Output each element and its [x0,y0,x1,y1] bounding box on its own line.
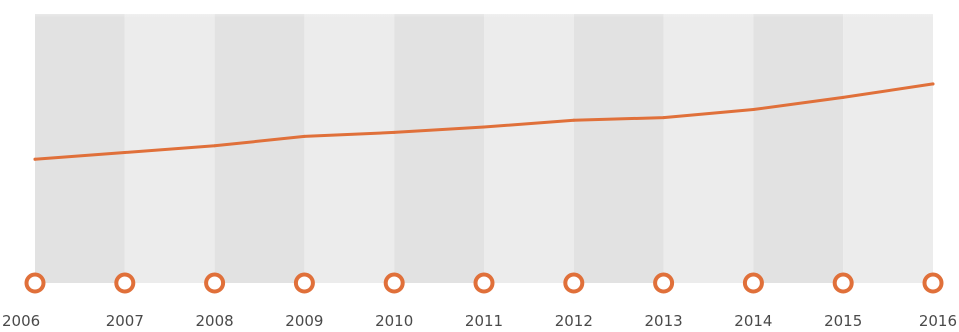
data-point [33,157,37,161]
data-point [482,125,486,129]
year-marker-2008[interactable] [204,272,226,294]
background-band [304,14,395,283]
background-band [753,14,844,283]
data-point [751,107,755,111]
year-marker-2006[interactable] [24,272,46,294]
background-band [35,14,125,283]
x-tick-label: 2012 [555,312,593,330]
data-point [931,82,935,86]
x-tick-label: 2016 [919,312,957,330]
data-point [572,118,576,122]
year-markers [24,272,944,294]
x-tick-label: 2007 [106,312,144,330]
x-tick-label: 2014 [734,312,772,330]
background-band [394,14,484,283]
year-marker-2014[interactable] [742,272,764,294]
top-fade [33,0,933,18]
x-tick-label: 2009 [285,312,323,330]
year-marker-2010[interactable] [383,272,405,294]
background-band [484,14,574,283]
data-point [841,95,845,99]
x-tick-label: 2015 [824,312,862,330]
series-line-layer [33,82,935,161]
x-tick-label: 2006 [2,312,40,330]
x-axis-tick-labels: 2006 2007 2008 2009 2010 2011 2012 2013 2014 2015… [2,312,957,330]
year-marker-2012[interactable] [563,272,585,294]
data-point [213,144,217,148]
data-point [302,134,306,138]
x-tick-label: 2010 [375,312,413,330]
year-marker-2007[interactable] [114,272,136,294]
x-tick-label: 2011 [465,312,503,330]
year-marker-2009[interactable] [293,272,315,294]
data-point [392,130,396,134]
year-marker-2011[interactable] [473,272,495,294]
background-band [843,14,933,283]
data-point [662,116,666,120]
data-point [123,151,127,155]
year-marker-2016[interactable] [922,272,944,294]
year-marker-2015[interactable] [832,272,854,294]
background-band [663,14,754,283]
x-tick-label: 2013 [645,312,683,330]
background-band [573,14,664,283]
year-marker-2013[interactable] [653,272,675,294]
background-band [214,14,305,283]
x-tick-label: 2008 [196,312,234,330]
background-bands [35,14,933,283]
